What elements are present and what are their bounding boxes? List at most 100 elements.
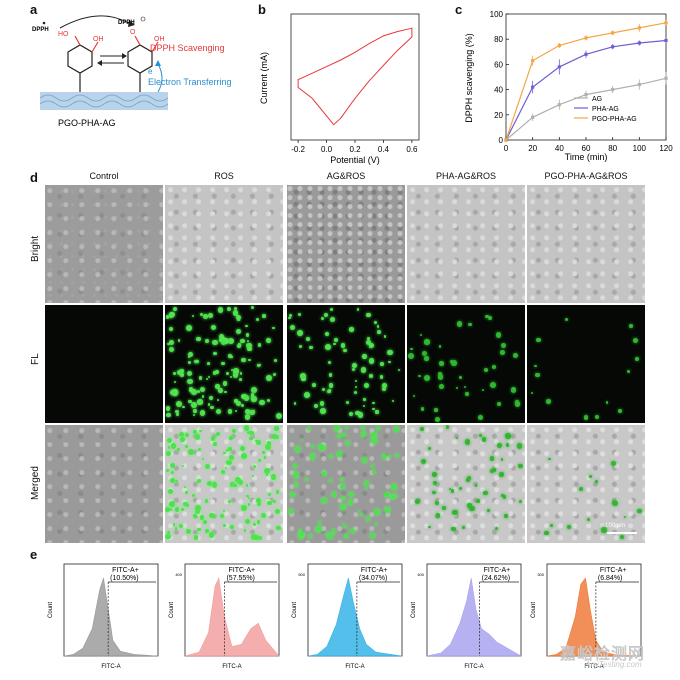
fluorescent-cell [227,354,232,358]
image-fl-ros [165,305,283,423]
image-bright-ros [165,185,283,303]
col-label-pha-ag-ros: PHA-AG&ROS [435,171,496,181]
fluorescent-cell [619,535,624,539]
fluorescent-cell [166,412,171,418]
fluorescent-cell [165,468,170,472]
fluorescent-cell [366,336,370,340]
dpph-legend-label: PHA-AG [592,106,619,113]
fluorescent-cell [321,387,325,392]
fluorescent-cell [349,492,354,497]
fluorescent-cell [187,351,193,357]
fluorescent-cell [238,480,244,486]
fluorescent-cell [203,520,208,525]
fluorescent-cell [273,359,277,363]
electron-arrow [157,63,163,93]
fluorescent-cell [247,430,251,435]
catechol-structure: HO OH [58,31,104,92]
fluorescent-cell [263,456,267,459]
fluorescent-cell [469,505,476,512]
fluorescent-cell [516,443,523,449]
fluorescent-cell [380,362,384,366]
fluorescent-cell [517,463,523,469]
fluorescent-cell [419,334,422,337]
fluorescent-cell [384,491,390,498]
dpph-x-axis-label: Time (min) [565,152,608,162]
fluorescent-cell [373,321,377,324]
dpph-data-point [611,31,615,35]
fluorescent-cell [309,345,313,350]
fluorescent-cell [510,387,516,393]
fluorescent-cell [192,409,197,414]
fluorescent-cell [336,433,342,438]
image-merged-control [45,425,163,543]
fluorescent-cell [209,512,215,519]
fluorescent-cell [177,369,183,375]
fluorescent-cell [228,499,231,503]
dpph-data-point [637,26,641,30]
fluorescent-cell [191,493,196,498]
fluorescent-cell [343,533,349,539]
fluorescent-cell [339,483,346,489]
fluorescent-cell [504,514,508,518]
fluorescent-cell [397,369,400,372]
dpph-y-tick-label: 100 [490,10,504,19]
fluorescent-cell [175,409,179,413]
fluorescent-cell [188,399,192,403]
fluorescent-cell [371,469,376,474]
dpph-y-axis-label: DPPH scavenging (%) [464,33,474,123]
fluorescent-cell [266,375,273,381]
fluorescent-cell [233,483,237,487]
fluorescent-cell [229,524,235,530]
fluorescent-cell [229,375,233,378]
fluorescent-cell [482,388,485,391]
fluorescent-cell [321,498,327,504]
histogram-y-label: Count [411,602,417,618]
fluorescent-cell [169,462,176,469]
fluorescent-cell [256,501,261,506]
gate-label: FITC-A+ [361,567,388,574]
fluorescent-cell [249,431,254,436]
fluorescent-cell [246,342,252,349]
fluorescent-cell [205,339,209,343]
fluorescent-cell [611,500,618,507]
fluorescent-cell [311,444,314,448]
fluorescent-cell [186,503,190,507]
fluorescent-cell [227,306,232,311]
fluorescent-cell [435,513,440,518]
histogram-y-tick: 500 [298,572,305,577]
fluorescent-cell [257,536,262,541]
fluorescent-cell [288,509,294,514]
dpph-plot-frame [505,13,667,141]
fluorescent-cell [265,473,269,476]
fluorescent-cell [324,313,328,318]
dpph-arc: DPPH DPPH [32,15,146,33]
fluorescent-cell [210,436,216,441]
fluorescent-cell [503,495,507,499]
fluorescent-cell [383,335,387,339]
fluorescent-cell [391,483,398,490]
fluorescent-cell [188,356,191,359]
fluorescent-cell [376,325,380,328]
fluorescent-cell [464,386,467,389]
fluorescent-cell [267,399,271,402]
fluorescent-cell [207,402,211,406]
fluorescent-cell [196,390,200,394]
fluorescent-cell [518,499,523,504]
fluorescent-cell [262,314,266,319]
histogram-area [63,577,159,657]
fluorescent-cell [294,446,301,452]
fluorescent-cell [261,451,265,455]
fluorescent-cell [311,459,314,462]
fluorescent-cell [366,339,372,345]
fluorescent-cell [364,488,367,491]
fluorescent-cell [363,398,366,401]
fluorescent-cell [166,451,171,457]
dpph-x-tick-label: 80 [608,144,617,153]
fluorescent-cell [317,443,324,450]
fluorescent-cell [228,446,232,451]
fluorescent-cell [245,409,251,414]
fluorescent-cell [251,474,255,478]
fluorescent-cell [176,447,181,452]
fluorescent-cell [216,409,222,415]
fluorescent-cell [578,486,584,491]
